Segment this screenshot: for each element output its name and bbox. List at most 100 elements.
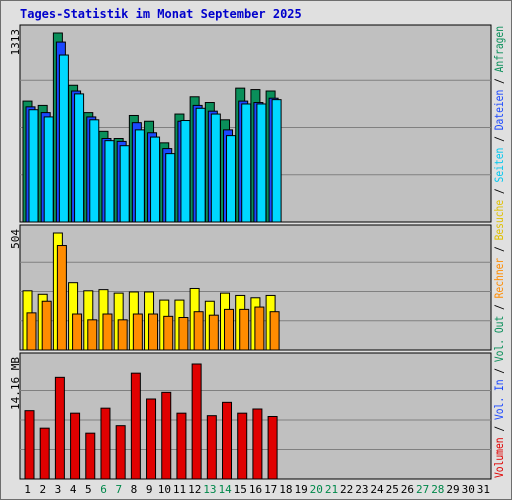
bar-rechner-7	[117, 319, 128, 351]
legend-entry-2: Vol. In	[493, 379, 506, 420]
x-tick-label-7: 7	[115, 483, 122, 496]
x-tick-label-12: 12	[188, 483, 201, 496]
x-tick-label-22: 22	[340, 483, 353, 496]
bar-rechner-15	[239, 308, 250, 351]
bar-volumen-7	[115, 425, 126, 480]
bar-rechner-5	[87, 319, 98, 351]
bar-volumen-12	[191, 363, 202, 480]
x-tick-label-28: 28	[431, 483, 444, 496]
legend-entry-13: /	[493, 72, 506, 89]
bar-seiten-4	[74, 93, 85, 223]
bar-rechner-17	[269, 311, 280, 351]
x-tick-label-31: 31	[477, 483, 490, 496]
x-tick-label-1: 1	[24, 483, 31, 496]
bar-rechner-13	[208, 314, 219, 351]
bar-seiten-11	[180, 120, 191, 223]
bar-seiten-13	[210, 113, 221, 223]
legend-entry-0: Volumen	[493, 437, 506, 478]
legend-entry-7: /	[493, 240, 506, 257]
legend-entry-14: Anfragen	[493, 26, 506, 72]
bar-volumen-15	[237, 412, 248, 480]
chart-title: Tages-Statistik im Monat September 2025	[20, 7, 302, 21]
y-max-label-volume: 14.16 MB	[9, 357, 22, 410]
bar-volumen-17	[267, 416, 278, 480]
bar-volumen-16	[252, 408, 263, 480]
bar-volumen-14	[222, 401, 233, 480]
legend-entry-5: /	[493, 298, 506, 315]
bar-rechner-4	[72, 313, 83, 351]
bar-seiten-9	[150, 136, 161, 223]
bar-volumen-3	[54, 376, 65, 480]
legend-entry-9: /	[493, 182, 506, 199]
x-tick-label-29: 29	[446, 483, 459, 496]
legend-entry-4: Vol. Out	[493, 316, 506, 362]
x-tick-label-25: 25	[386, 483, 399, 496]
bar-seiten-6	[104, 140, 115, 223]
bar-volumen-5	[85, 432, 96, 480]
legend-right: Volumen / Vol. In / Vol. Out / Rechner /…	[493, 26, 506, 478]
bar-seiten-3	[58, 54, 69, 223]
bar-volumen-2	[39, 427, 50, 480]
bar-seiten-12	[195, 107, 206, 223]
x-tick-label-3: 3	[55, 483, 62, 496]
bar-rechner-10	[163, 315, 174, 351]
bar-seiten-1	[28, 109, 39, 223]
legend-entry-3: /	[493, 362, 506, 379]
x-tick-label-26: 26	[401, 483, 414, 496]
bar-volumen-8	[130, 372, 141, 480]
x-tick-label-9: 9	[146, 483, 153, 496]
bar-seiten-16	[256, 103, 267, 223]
legend-entry-8: Besuche	[493, 200, 506, 241]
x-tick-label-15: 15	[234, 483, 247, 496]
x-tick-label-5: 5	[85, 483, 92, 496]
bar-rechner-3	[56, 245, 67, 351]
x-tick-label-19: 19	[294, 483, 307, 496]
bar-volumen-4	[70, 412, 81, 480]
bar-seiten-7	[119, 145, 130, 223]
x-tick-label-13: 13	[203, 483, 216, 496]
bar-volumen-10	[161, 391, 172, 480]
x-tick-label-18: 18	[279, 483, 292, 496]
legend-entry-6: Rechner	[493, 258, 506, 299]
bar-rechner-1	[26, 312, 37, 351]
legend-entry-1: /	[493, 420, 506, 437]
x-tick-label-16: 16	[249, 483, 262, 496]
bar-volumen-11	[176, 412, 187, 480]
x-tick-label-10: 10	[158, 483, 171, 496]
bar-seiten-5	[89, 119, 100, 223]
bar-volumen-6	[100, 407, 111, 480]
x-tick-label-30: 30	[462, 483, 475, 496]
bar-rechner-11	[178, 317, 189, 351]
bar-rechner-6	[102, 313, 113, 351]
bar-rechner-16	[254, 306, 265, 351]
bar-volumen-9	[146, 398, 157, 480]
bar-seiten-17	[271, 99, 282, 223]
x-tick-label-2: 2	[39, 483, 46, 496]
bar-seiten-10	[165, 153, 176, 223]
bar-rechner-8	[132, 313, 143, 351]
x-tick-label-6: 6	[100, 483, 107, 496]
bar-rechner-12	[193, 311, 204, 351]
x-tick-label-24: 24	[370, 483, 384, 496]
bar-volumen-13	[206, 415, 217, 480]
legend-entry-12: Dateien	[493, 90, 506, 131]
x-tick-label-17: 17	[264, 483, 277, 496]
x-tick-label-20: 20	[310, 483, 323, 496]
bar-seiten-8	[134, 129, 145, 223]
bar-seiten-14	[226, 135, 237, 223]
bar-rechner-2	[41, 300, 52, 351]
bar-seiten-2	[43, 116, 54, 223]
x-tick-label-23: 23	[355, 483, 368, 496]
bar-rechner-9	[148, 313, 159, 351]
x-tick-label-4: 4	[70, 483, 77, 496]
x-tick-label-11: 11	[173, 483, 186, 496]
x-tick-label-8: 8	[131, 483, 138, 496]
legend-entry-10: Seiten	[493, 148, 506, 183]
x-tick-label-21: 21	[325, 483, 338, 496]
y-max-label-visits: 504	[9, 229, 22, 249]
bar-seiten-15	[241, 103, 252, 223]
y-max-label-requests: 1313	[9, 29, 22, 56]
legend-entry-11: /	[493, 130, 506, 147]
bar-volumen-1	[24, 410, 35, 480]
